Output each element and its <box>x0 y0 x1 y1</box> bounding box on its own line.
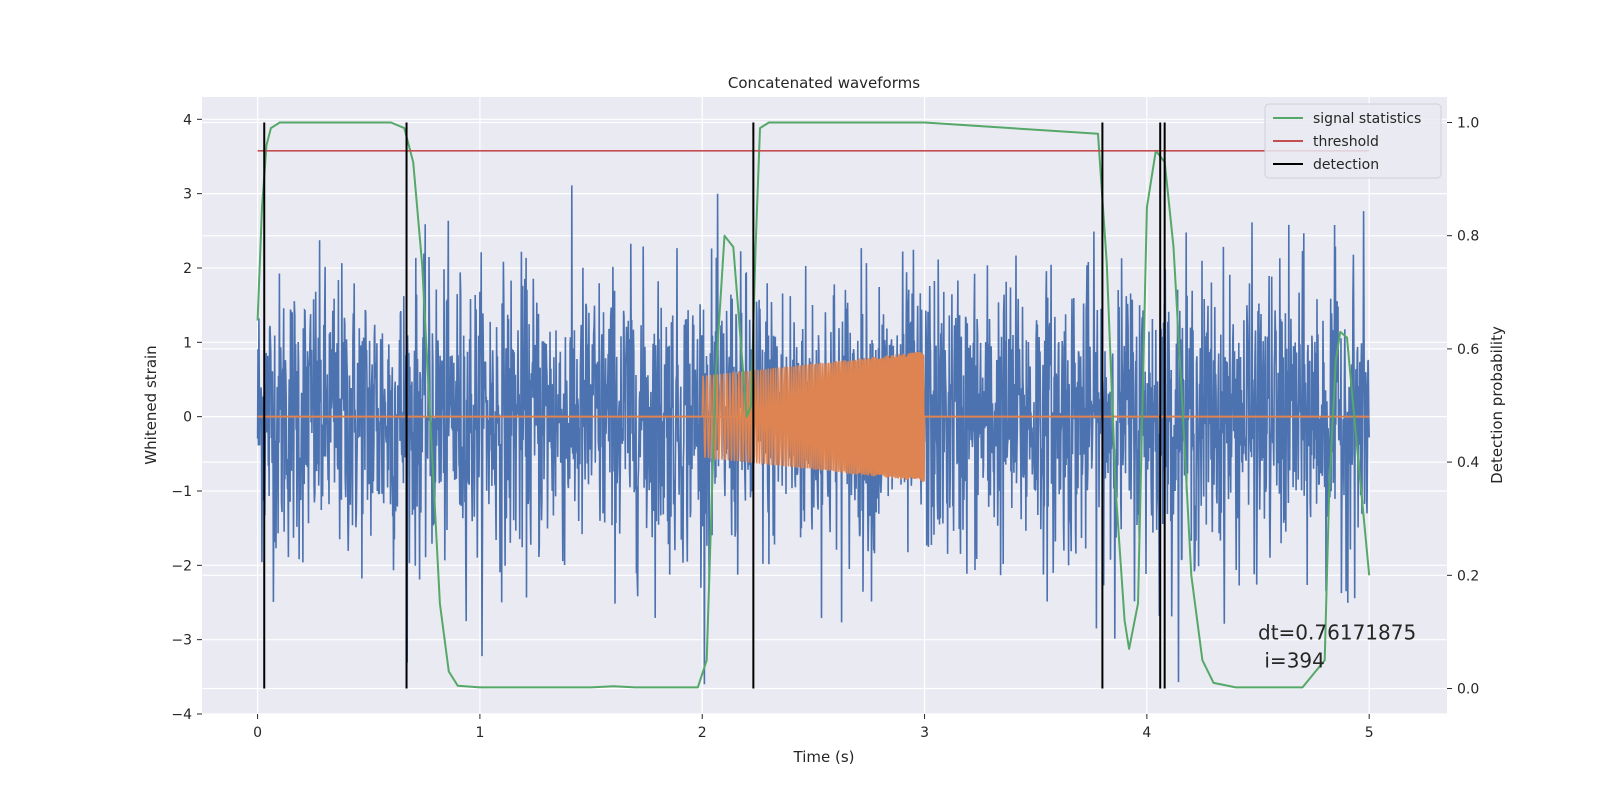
y-tick-label: −3 <box>171 633 192 649</box>
x-tick-label: 5 <box>1365 725 1374 741</box>
legend-label: detection <box>1313 157 1379 173</box>
x-tick-label: 1 <box>475 725 484 741</box>
legend-box <box>1264 103 1442 179</box>
waveform-series-line <box>701 351 926 482</box>
y-tick-label: 4 <box>183 112 192 128</box>
y2-tick-label: 1.0 <box>1457 115 1479 131</box>
y-axis-label: Whitened strain <box>142 345 160 464</box>
y-tick-label: −4 <box>171 707 192 723</box>
chart-title: Concatenated waveforms <box>728 74 920 92</box>
signal-statistics-line <box>256 121 1371 689</box>
y2-tick-label: 0.6 <box>1457 342 1479 358</box>
data-layer <box>256 121 1371 689</box>
y-tick-label: −2 <box>171 558 192 574</box>
x-axis-label: Time (s) <box>793 748 855 766</box>
x-tick-label: 4 <box>1142 725 1151 741</box>
legend-label: threshold <box>1313 134 1379 150</box>
y-tick-label: 1 <box>183 335 192 351</box>
x-tick-label: 0 <box>253 725 262 741</box>
y2-tick-label: 0.0 <box>1457 682 1479 698</box>
y2-tick-label: 0.8 <box>1457 229 1479 245</box>
annotation-dt: dt=0.76171875 <box>1258 621 1416 645</box>
y-tick-label: 3 <box>183 187 192 203</box>
y2-tick-label: 0.4 <box>1457 455 1479 471</box>
x-tick-label: 3 <box>920 725 929 741</box>
y-tick-label: −1 <box>171 484 192 500</box>
axes: 0 1 2 3 4 5 −4 −3 −2 −1 0 1 2 3 4 0.0 0.2 0.4 0.6 0.8 1.0 <box>171 112 1479 741</box>
annotation-i: i=394 <box>1258 649 1325 673</box>
y2-tick-label: 0.2 <box>1457 568 1479 584</box>
y-tick-label: 2 <box>183 261 192 277</box>
legend-label: signal statistics <box>1313 111 1421 127</box>
y2-axis-label: Detection probability <box>1488 326 1506 484</box>
x-tick-label: 2 <box>698 725 707 741</box>
y-tick-label: 0 <box>183 410 192 426</box>
legend: signal statistics threshold detection <box>1264 103 1442 179</box>
